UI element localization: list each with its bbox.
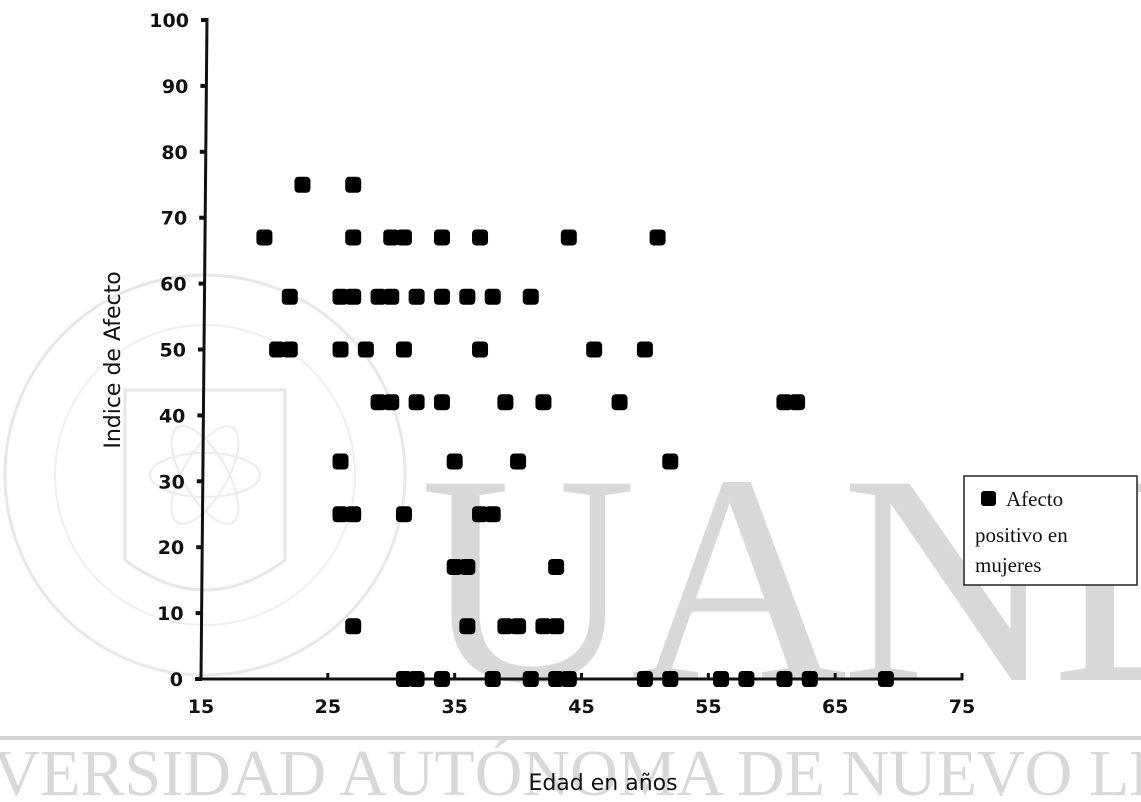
x-tick-label: 45: [568, 696, 594, 718]
data-point: [433, 671, 450, 687]
data-point: [459, 288, 476, 305]
data-point: [484, 288, 501, 305]
x-axis-title: Edad en años: [528, 771, 677, 796]
data-point: [548, 618, 565, 635]
y-tick-label: 30: [158, 471, 184, 493]
data-point: [256, 229, 273, 246]
data-point: [433, 394, 450, 411]
data-point: [484, 506, 501, 523]
data-point: [332, 506, 349, 523]
data-point: [433, 229, 450, 246]
y-tick-label: 40: [159, 405, 185, 427]
x-ticks: 15 25 35 45 55 65 75: [188, 673, 975, 718]
data-point: [383, 229, 400, 246]
data-point: [548, 671, 565, 687]
data-point: [522, 288, 539, 305]
y-tick-label: 10: [157, 603, 183, 625]
data-point: [636, 341, 653, 358]
data-point: [395, 671, 412, 687]
data-point: [383, 394, 400, 411]
legend-marker: [981, 491, 996, 506]
data-point: [370, 394, 387, 411]
data-point: [801, 671, 818, 687]
data-point: [433, 288, 450, 305]
y-tick-label: 60: [160, 274, 186, 296]
data-point: [345, 506, 362, 523]
data-point: [560, 229, 577, 246]
data-points: [256, 176, 894, 687]
data-point: [472, 506, 489, 523]
y-tick-label: 70: [161, 208, 187, 230]
data-point: [497, 618, 514, 635]
legend-label: Afecto positivo en mujeres: [975, 487, 1068, 577]
data-point: [548, 558, 565, 575]
data-point: [776, 671, 793, 687]
data-point: [370, 288, 387, 305]
x-tick-label: 35: [441, 696, 467, 718]
x-tick-label: 65: [822, 696, 848, 718]
x-tick-label: 55: [695, 696, 721, 718]
data-point: [662, 671, 679, 687]
data-point: [472, 341, 489, 358]
data-point: [281, 288, 298, 305]
y-tick-label: 50: [160, 340, 186, 362]
data-point: [586, 341, 603, 358]
data-point: [497, 394, 514, 411]
y-tick-label: 0: [170, 669, 183, 691]
y-tick-label: 90: [162, 76, 188, 98]
data-point: [738, 671, 755, 687]
y-tick-label: 80: [161, 142, 187, 164]
data-point: [345, 618, 362, 635]
y-tick-label: 100: [149, 10, 189, 32]
y-tick-label: 20: [158, 537, 184, 559]
x-tick-label: 25: [315, 696, 341, 718]
data-point: [510, 453, 527, 470]
y-axis-title: Indice de Afecto: [101, 271, 126, 448]
data-point: [776, 394, 793, 411]
data-point: [611, 394, 628, 411]
data-point: [357, 341, 374, 358]
data-point: [345, 176, 362, 193]
data-point: [789, 394, 806, 411]
data-point: [408, 288, 425, 305]
data-point: [281, 341, 298, 358]
data-point: [535, 618, 552, 635]
data-point: [395, 506, 412, 523]
data-point: [332, 453, 349, 470]
data-point: [395, 229, 412, 246]
y-ticks: 0 10 20 30 40 50 60 70 80 90 100: [149, 10, 208, 691]
data-point: [662, 453, 679, 470]
data-point: [522, 671, 539, 687]
data-point: [345, 229, 362, 246]
data-point: [472, 229, 489, 246]
data-point: [345, 288, 362, 305]
data-point: [294, 176, 311, 193]
data-point: [332, 341, 349, 358]
data-point: [446, 558, 463, 575]
data-point: [332, 288, 349, 305]
data-point: [510, 618, 527, 635]
data-point: [408, 671, 425, 687]
x-tick-label: 75: [949, 696, 975, 718]
data-point: [484, 671, 501, 687]
watermark-footer: UNIVERSIDAD AUTÓNOMA DE NUEVO LEÓN: [0, 737, 1141, 802]
data-point: [560, 671, 577, 687]
data-point: [877, 671, 894, 687]
data-point: [636, 671, 653, 687]
data-point: [269, 341, 286, 358]
data-point: [446, 453, 463, 470]
legend: Afecto positivo en mujeres: [963, 475, 1138, 586]
data-point: [713, 671, 730, 687]
data-point: [459, 558, 476, 575]
data-point: [408, 394, 425, 411]
data-point: [649, 229, 666, 246]
x-tick-label: 15: [188, 696, 214, 718]
data-point: [383, 288, 400, 305]
data-point: [535, 394, 552, 411]
data-point: [395, 341, 412, 358]
data-point: [459, 618, 476, 635]
